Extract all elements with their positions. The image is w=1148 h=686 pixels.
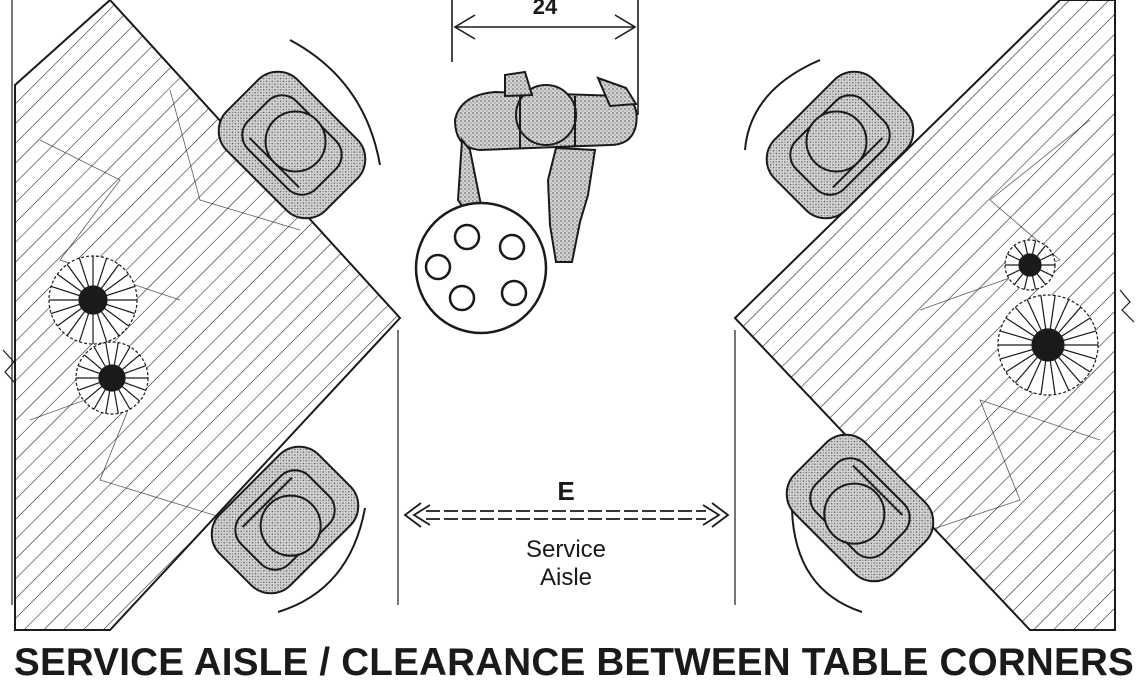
chair-icon [785, 433, 935, 613]
chair-icon [217, 39, 381, 220]
chair-icon [744, 59, 915, 220]
place-setting-icon [1004, 239, 1056, 291]
place-setting-icon [48, 255, 138, 345]
aisle-label-line1: Service [526, 536, 606, 563]
table-left [14, 0, 402, 631]
clearance-arrow [403, 502, 730, 528]
place-setting-icon [997, 294, 1099, 396]
chair-icon [210, 445, 366, 613]
dimension-label: 24 [533, 0, 558, 19]
serving-tray-icon [414, 201, 548, 335]
aisle-label-line2: Aisle [540, 564, 592, 591]
place-setting-icon [75, 341, 149, 415]
clearance-label: E [557, 476, 574, 506]
server-figure [453, 70, 638, 263]
dimension-24 [451, 0, 639, 115]
diagram-title: SERVICE AISLE / CLEARANCE BETWEEN TABLE … [14, 641, 1134, 684]
